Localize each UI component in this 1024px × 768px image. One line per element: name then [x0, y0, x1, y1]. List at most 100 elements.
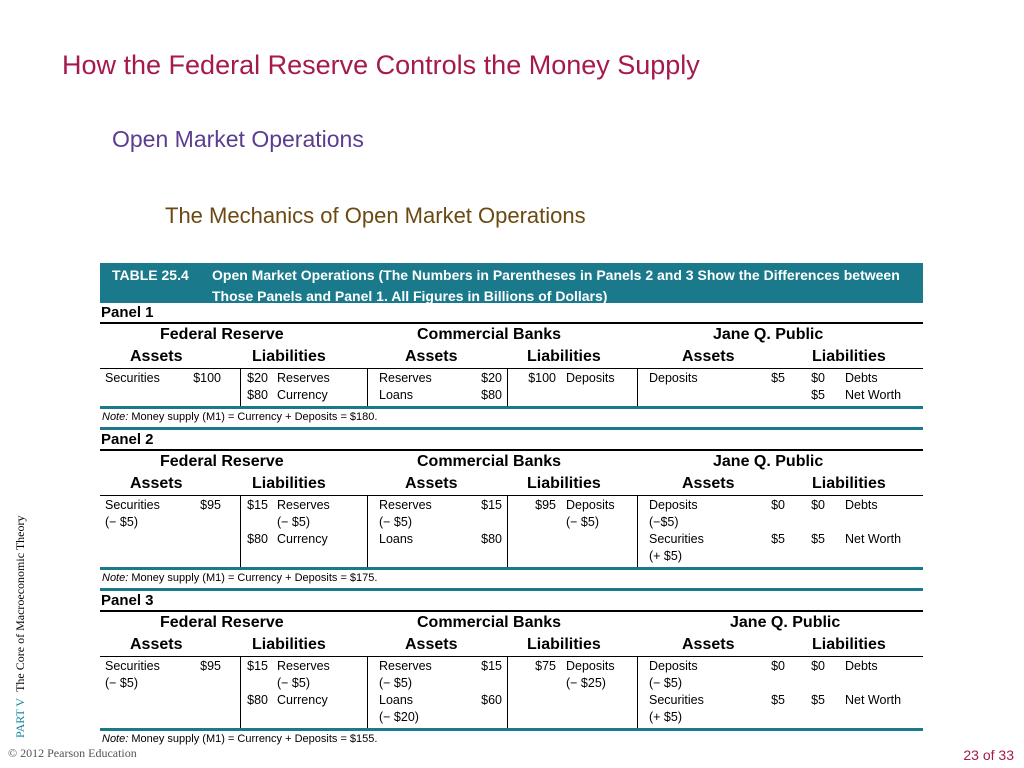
note-label: Note:: [102, 411, 129, 423]
table-cell: $80: [247, 532, 268, 546]
liabilities-heading: Liabilities: [252, 636, 326, 653]
table-cell: $95: [200, 498, 221, 512]
table-cell: $5: [771, 693, 785, 707]
panel-top-rule: [100, 610, 923, 612]
table-cell: $0: [811, 498, 825, 512]
table-cell: $0: [811, 659, 825, 673]
table-cell: $15: [247, 498, 268, 512]
assets-liabilities-row: Assets Liabilities Assets Liabilities Assets…: [100, 473, 923, 495]
table-cell: Securities: [105, 498, 160, 512]
entity-header-row: Federal Reserve Commercial Banks Jane Q. P…: [100, 612, 923, 634]
table-cell: Reserves: [277, 371, 330, 385]
table-cell: $100: [528, 371, 556, 385]
slide-title: How the Federal Reserve Controls the Mon…: [62, 50, 700, 80]
assets-heading: Assets: [682, 475, 735, 492]
table-cell: Securities: [105, 659, 160, 673]
entity-heading: Federal Reserve: [160, 326, 284, 343]
entity-heading: Commercial Banks: [417, 453, 562, 470]
table-cell: $5: [771, 532, 785, 546]
table-cell: $0: [811, 371, 825, 385]
table-cell: (− $5): [277, 515, 311, 529]
sidebar-text: The Core of Macroeconomic Theory: [13, 515, 27, 692]
table-header: TABLE 25.4 Open Market Operations (The N…: [100, 263, 923, 304]
column-divider: [367, 657, 368, 728]
assets-heading: Assets: [130, 636, 183, 653]
slide-subsubtitle: The Mechanics of Open Market Operations: [165, 203, 586, 228]
table-cell: $5: [811, 693, 825, 707]
table-cell: Reserves: [379, 659, 432, 673]
entity-heading: Commercial Banks: [417, 614, 562, 631]
note-label: Note:: [102, 572, 129, 584]
table-cell: Net Worth: [845, 532, 902, 546]
column-divider: [637, 369, 638, 406]
table-cell: Securities: [649, 532, 704, 546]
panel-bottom-rule: [100, 588, 923, 591]
panel-label: Panel 3: [101, 592, 154, 609]
slide-subtitle: Open Market Operations: [112, 126, 364, 152]
liabilities-heading: Liabilities: [527, 636, 601, 653]
table-cell: Reserves: [379, 371, 432, 385]
note-text: Money supply (M1) = Currency + Deposits …: [131, 411, 378, 423]
assets-heading: Assets: [682, 348, 735, 365]
table-cell: $100: [193, 371, 221, 385]
column-divider: [637, 496, 638, 567]
assets-heading: Assets: [682, 636, 735, 653]
assets-heading: Assets: [405, 475, 458, 492]
entity-heading: Jane Q. Public: [730, 614, 841, 631]
panel-bottom-rule: [100, 427, 923, 430]
table-cell: Loans: [379, 388, 414, 402]
table-cell: Currency: [277, 532, 328, 546]
table-cell: Securities: [649, 693, 704, 707]
panel-top-rule: [100, 322, 923, 324]
panel-label: Panel 2: [101, 431, 154, 448]
entity-heading: Federal Reserve: [160, 614, 284, 631]
assets-liabilities-row: Assets Liabilities Assets Liabilities Assets…: [100, 634, 923, 656]
table-cell: (−$5): [649, 515, 679, 529]
copyright: © 2012 Pearson Education: [8, 746, 137, 760]
table-cell: (− $25): [566, 676, 606, 690]
panel-data: Securities $100 $20 Reserves Reserves $20 $100…: [100, 369, 923, 406]
assets-heading: Assets: [405, 636, 458, 653]
table-cell: $20: [481, 371, 502, 385]
table-25-4: TABLE 25.4 Open Market Operations (The N…: [100, 263, 923, 749]
note-text: Money supply (M1) = Currency + Deposits …: [131, 572, 378, 584]
liabilities-heading: Liabilities: [527, 475, 601, 492]
column-divider: [637, 657, 638, 728]
table-cell: $80: [481, 532, 502, 546]
entity-heading: Jane Q. Public: [713, 453, 824, 470]
table-cell: $80: [247, 388, 268, 402]
table-cell: Debts: [845, 371, 878, 385]
table-cell: Currency: [277, 388, 328, 402]
table-cell: $75: [535, 659, 556, 673]
table-cell: (− $5): [105, 676, 139, 690]
note-rule: [100, 567, 923, 570]
table-cell: Deposits: [566, 371, 615, 385]
entity-header-row: Federal Reserve Commercial Banks Jane Q. P…: [100, 324, 923, 346]
table-cell: Net Worth: [845, 388, 902, 402]
table-cell: Securities: [105, 371, 160, 385]
table-cell: (− $5): [379, 515, 413, 529]
table-cell: Net Worth: [845, 693, 902, 707]
table-cell: $15: [481, 498, 502, 512]
table-cell: (+ $5): [649, 549, 683, 563]
table-cell: Debts: [845, 659, 878, 673]
panel-data: Securities $95 $15 Reserves Reserves $15 $95 De…: [100, 496, 923, 567]
column-divider: [507, 369, 508, 406]
note-rule: [100, 406, 923, 409]
assets-liabilities-row: Assets Liabilities Assets Liabilities Assets…: [100, 346, 923, 368]
table-cell: $0: [771, 659, 785, 673]
table-cell: $80: [247, 693, 268, 707]
assets-heading: Assets: [130, 348, 183, 365]
page-number: 23 of 33: [963, 747, 1014, 763]
table-cell: Loans: [379, 532, 414, 546]
table-cell: $5: [811, 532, 825, 546]
entity-heading: Federal Reserve: [160, 453, 284, 470]
table-cell: Reserves: [277, 498, 330, 512]
header-rule: [100, 368, 923, 369]
table-number: TABLE 25.4: [112, 267, 189, 283]
column-divider: [507, 496, 508, 567]
liabilities-heading: Liabilities: [527, 348, 601, 365]
panel-label: Panel 1: [101, 304, 154, 321]
liabilities-heading: Liabilities: [812, 636, 886, 653]
table-cell: $80: [481, 388, 502, 402]
